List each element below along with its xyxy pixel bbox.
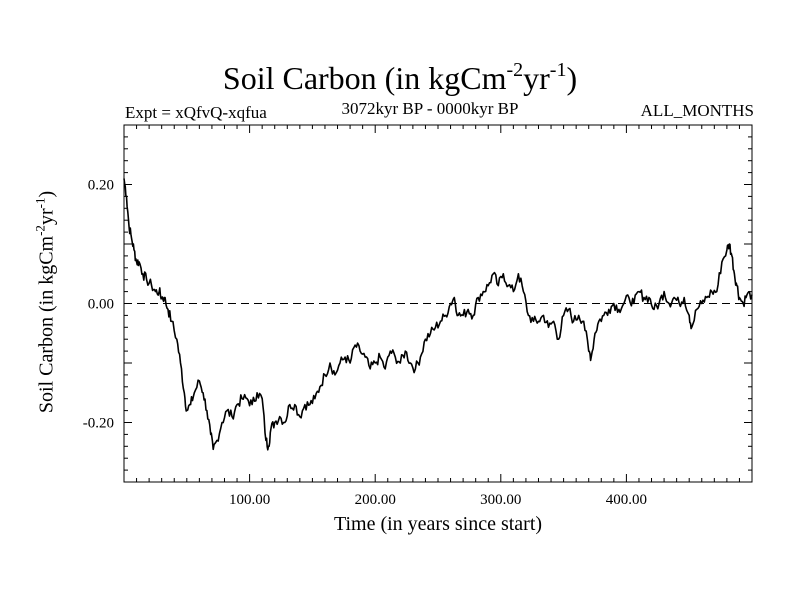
x-tick-label: 200.00	[355, 492, 396, 508]
y-axis-label: Soil Carbon (in kgCm-2yr-1)	[32, 190, 59, 414]
title-sup-1: -2	[506, 59, 524, 81]
y-tick-label: 0.20	[88, 178, 114, 194]
ylabel-sup-2: -1	[32, 197, 48, 209]
chart-title: Soil Carbon (in kgCm-2yr-1)	[0, 59, 800, 96]
x-tick-label: 300.00	[480, 492, 521, 508]
subtitle-months: ALL_MONTHS	[640, 101, 754, 120]
title-main: Soil Carbon (in kgCm	[222, 60, 507, 96]
title-sup-2: -1	[549, 59, 567, 81]
series-line	[123, 178, 753, 451]
subtitle-time-range: 3072kyr BP - 0000kyr BP	[341, 99, 519, 118]
ylabel-sup-1: -2	[32, 225, 48, 236]
axis-tick-labels: 100.00 200.00 300.00 400.00 -0.20 0.00 0.20	[83, 178, 647, 509]
title-end: )	[566, 60, 578, 96]
x-axis-label: Time (in years since start)	[333, 513, 543, 535]
x-tick-label: 100.00	[229, 492, 270, 508]
x-tick-label: 400.00	[606, 492, 647, 508]
subtitle-experiment: Expt = xQfvQ-xqfua	[125, 103, 267, 122]
title-mid: yr	[523, 60, 550, 96]
y-tick-label: -0.20	[83, 416, 114, 432]
ylabel-end: )	[35, 190, 58, 198]
y-tick-label: 0.00	[88, 297, 114, 313]
ylabel-mid: yr	[35, 208, 58, 226]
ylabel-main: Soil Carbon (in kgCm	[35, 235, 58, 414]
